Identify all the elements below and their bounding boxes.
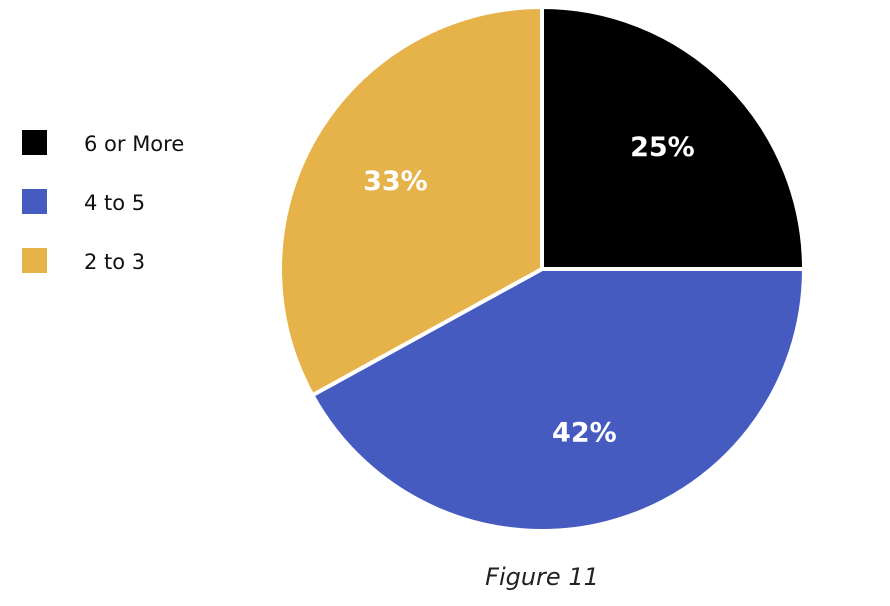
data-label: 42% <box>552 417 617 448</box>
legend-swatch <box>22 189 47 214</box>
pie-slice <box>540 4 807 271</box>
data-label: 25% <box>630 132 695 163</box>
legend-label: 6 or More <box>84 132 184 156</box>
data-label: 33% <box>363 166 428 197</box>
pie-slice <box>309 267 807 533</box>
legend-label: 2 to 3 <box>84 250 145 274</box>
pie-slice <box>278 4 544 398</box>
legend-swatch <box>22 130 47 155</box>
caption: Figure 11 <box>485 563 599 591</box>
legend-label: 4 to 5 <box>84 191 145 215</box>
legend-swatch <box>22 248 47 273</box>
